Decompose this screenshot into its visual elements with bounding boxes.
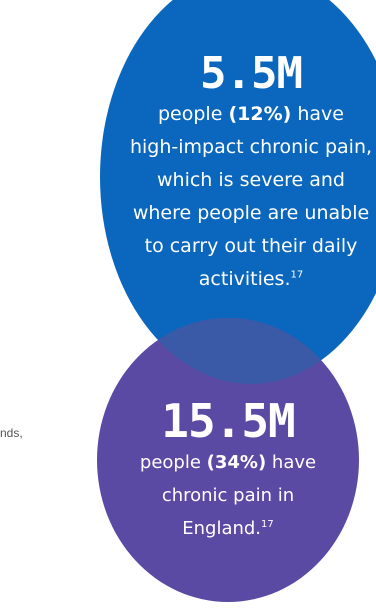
chronic-percentage: (34%): [206, 452, 267, 473]
high-impact-line-5: to carry out their daily: [144, 235, 358, 257]
high-impact-line-6: activities.17: [199, 263, 303, 296]
chronic-line-1-pre: people: [139, 452, 207, 473]
chronic-reference: 17: [261, 519, 274, 530]
high-impact-line-4: where people are unable: [132, 202, 370, 224]
chronic-content: 15.5M people (34%) have chronic pain in …: [140, 396, 316, 545]
chronic-line-2: chronic pain in: [161, 485, 295, 506]
high-impact-number: 5.5M: [200, 48, 303, 99]
high-impact-content: 5.5M people (12%) have high-impact chron…: [130, 50, 372, 296]
high-impact-percentage: (12%): [228, 103, 292, 125]
high-impact-line-2: high-impact chronic pain,: [129, 136, 373, 158]
high-impact-line-1: people (12%) have: [158, 98, 344, 131]
high-impact-reference: 17: [290, 269, 304, 281]
chronic-line-1-post: have: [266, 452, 317, 473]
chronic-line-1: people (34%) have: [140, 446, 316, 479]
high-impact-line-1-pre: people: [158, 103, 229, 125]
chronic-line-3-text: England.: [182, 518, 262, 539]
chronic-number: 15.5M: [161, 394, 295, 448]
high-impact-pain-circle: 5.5M people (12%) have high-impact chron…: [100, 0, 376, 384]
high-impact-line-1-post: have: [291, 103, 344, 125]
cut-off-text: nds,: [0, 426, 23, 440]
chronic-pain-circle: 15.5M people (34%) have chronic pain in …: [97, 318, 359, 602]
high-impact-line-6-text: activities.: [198, 268, 291, 290]
high-impact-line-3: which is severe and: [157, 169, 345, 191]
chronic-line-3: England.17: [182, 512, 274, 545]
